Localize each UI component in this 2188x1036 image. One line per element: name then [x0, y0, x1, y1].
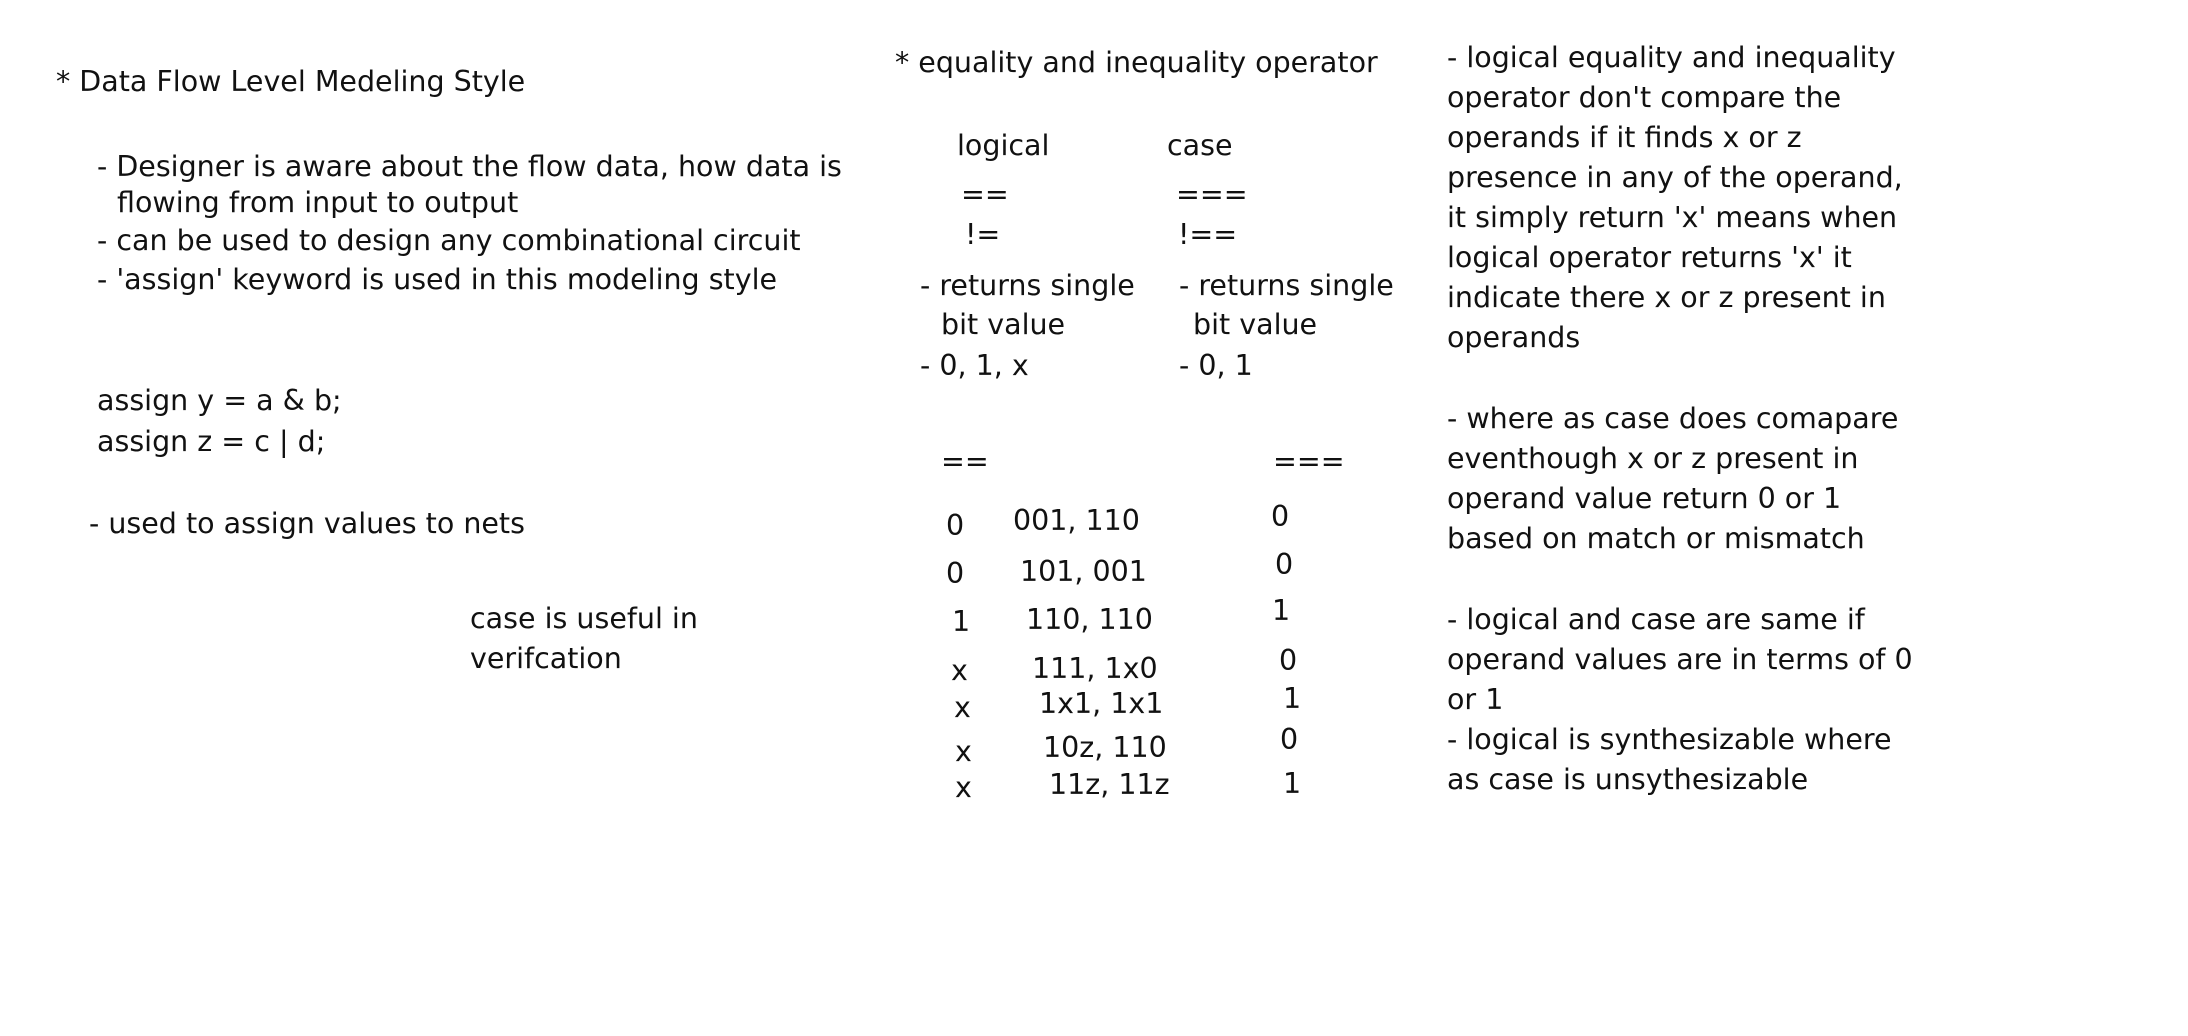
table-row-logical: x — [955, 771, 972, 804]
table-row-logical: x — [951, 654, 968, 687]
table-row-operands: 1x1, 1x1 — [1039, 687, 1164, 720]
bullet-combinational: - can be used to design any combinationa… — [97, 224, 801, 257]
case-label: case — [1167, 129, 1233, 162]
case-explanation-line: - where as case does comapare — [1447, 402, 1899, 435]
logical-explanation-line: operands if it finds x or z — [1447, 121, 1802, 154]
case-note-line-1: case is useful in — [470, 602, 698, 635]
case-values: - 0, 1 — [1179, 349, 1253, 382]
table-row-logical: 1 — [952, 605, 971, 638]
case-returns-cont: bit value — [1193, 308, 1318, 341]
logical-returns-cont: bit value — [941, 308, 1066, 341]
table-row-logical: 0 — [946, 557, 965, 590]
logical-explanation-line: operands — [1447, 321, 1581, 354]
table-header-logical: == — [941, 445, 989, 478]
table-row-operands: 111, 1x0 — [1032, 652, 1158, 685]
case-neq-operator: !== — [1178, 218, 1238, 251]
logical-explanation-line: operator don't compare the — [1447, 81, 1842, 114]
code-line-1: assign y = a & b; — [97, 384, 342, 417]
table-row-operands: 101, 001 — [1020, 555, 1147, 588]
logical-explanation-line: logical operator returns 'x' it — [1447, 241, 1852, 274]
case-explanation-line: eventhough x or z present in — [1447, 442, 1859, 475]
logical-eq-operator: == — [961, 178, 1009, 211]
section-heading-equality: * equality and inequality operator — [895, 46, 1378, 79]
case-returns: - returns single — [1179, 269, 1394, 302]
note-assign-nets: - used to assign values to nets — [89, 507, 525, 540]
table-row-case: 0 — [1280, 723, 1299, 756]
logical-label: logical — [957, 129, 1050, 162]
logical-values: - 0, 1, x — [920, 349, 1029, 382]
logical-explanation-line: indicate there x or z present in — [1447, 281, 1886, 314]
table-row-case: 0 — [1279, 644, 1298, 677]
bullet-assign-keyword: - 'assign' keyword is used in this model… — [97, 263, 778, 296]
logical-returns: - returns single — [920, 269, 1135, 302]
logical-neq-operator: != — [965, 218, 1001, 251]
table-row-case: 1 — [1272, 594, 1291, 627]
bullet-designer-aware-cont: flowing from input to output — [117, 186, 519, 219]
synthesizable-line: as case is unsythesizable — [1447, 763, 1809, 796]
same-values-line: or 1 — [1447, 683, 1504, 716]
bullet-designer-aware: - Designer is aware about the flow data,… — [97, 150, 842, 183]
logical-explanation-line: presence in any of the operand, — [1447, 161, 1903, 194]
same-values-line: - logical and case are same if — [1447, 603, 1865, 636]
table-header-case: === — [1273, 445, 1345, 478]
table-row-operands: 001, 110 — [1013, 504, 1140, 537]
logical-explanation-line: - logical equality and inequality — [1447, 41, 1896, 74]
case-explanation-line: operand value return 0 or 1 — [1447, 482, 1842, 515]
case-eq-operator: === — [1176, 178, 1248, 211]
table-row-operands: 10z, 110 — [1043, 731, 1167, 764]
table-row-operands: 11z, 11z — [1049, 768, 1170, 801]
same-values-line: operand values are in terms of 0 — [1447, 643, 1913, 676]
table-row-case: 1 — [1283, 767, 1302, 800]
case-explanation-line: based on match or mismatch — [1447, 522, 1865, 555]
table-row-logical: 0 — [946, 509, 965, 542]
code-line-2: assign z = c | d; — [97, 425, 326, 458]
case-note-line-2: verifcation — [470, 642, 622, 675]
table-row-case: 0 — [1275, 548, 1294, 581]
synthesizable-line: - logical is synthesizable where — [1447, 723, 1892, 756]
table-row-case: 1 — [1283, 682, 1302, 715]
table-row-logical: x — [955, 735, 972, 768]
logical-explanation-line: it simply return 'x' means when — [1447, 201, 1898, 234]
table-row-logical: x — [954, 691, 971, 724]
table-row-case: 0 — [1271, 500, 1290, 533]
section-heading-dataflow: * Data Flow Level Medeling Style — [56, 65, 526, 98]
table-row-operands: 110, 110 — [1026, 603, 1153, 636]
